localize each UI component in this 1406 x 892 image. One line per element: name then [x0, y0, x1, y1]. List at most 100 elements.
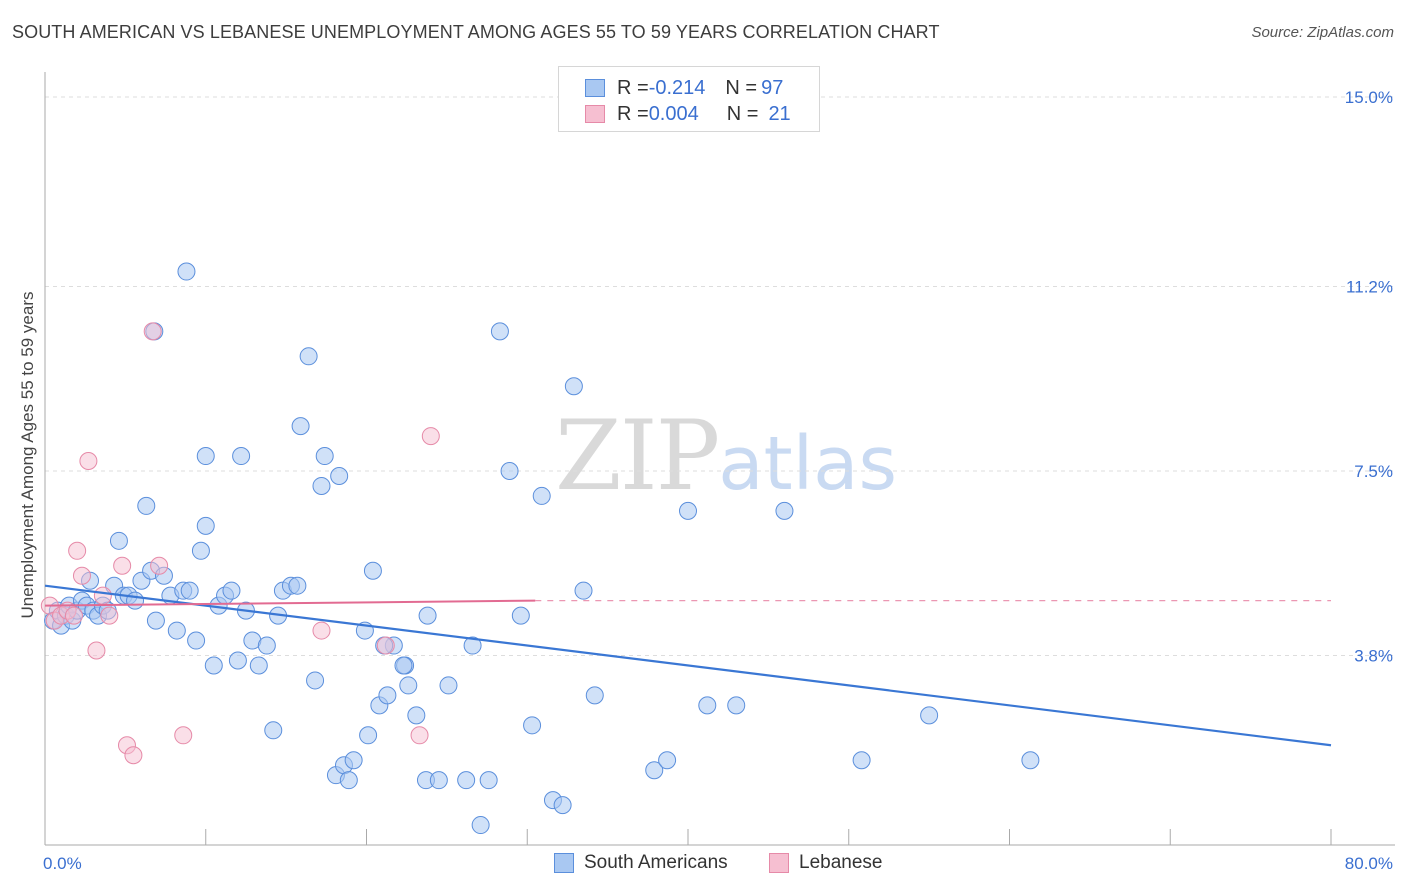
- data-point-south-americans: [698, 696, 717, 715]
- legend-r-value: 0.004: [648, 102, 699, 125]
- data-point-south-americans: [167, 621, 186, 640]
- data-point-south-americans: [1021, 751, 1040, 770]
- legend-row-south-americans: R = -0.214 N = 97: [585, 75, 783, 101]
- data-point-south-americans: [330, 466, 349, 485]
- data-point-south-americans: [137, 496, 156, 515]
- data-point-south-americans: [394, 656, 413, 675]
- data-point-south-americans: [315, 447, 334, 466]
- data-point-south-americans: [204, 656, 223, 675]
- data-point-south-americans: [511, 606, 530, 625]
- axes: [44, 72, 1395, 846]
- data-point-south-americans: [180, 581, 199, 600]
- legend-swatch-pink: [585, 105, 605, 123]
- legend-label-lebanese: Lebanese: [799, 852, 883, 873]
- data-point-lebanese: [143, 322, 162, 341]
- data-point-lebanese: [72, 566, 91, 585]
- data-point-south-americans: [191, 541, 210, 560]
- data-point-south-americans: [196, 516, 215, 535]
- legend-label-south-americans: South Americans: [584, 852, 728, 873]
- data-point-lebanese: [64, 606, 83, 625]
- watermark-atlas: atlas: [718, 421, 898, 507]
- data-point-south-americans: [775, 501, 794, 520]
- y-tick-label: 7.5%: [1354, 462, 1393, 481]
- chart-title: SOUTH AMERICAN VS LEBANESE UNEMPLOYMENT …: [12, 22, 940, 42]
- data-point-south-americans: [146, 611, 165, 630]
- data-point-south-americans: [679, 501, 697, 520]
- data-point-south-americans: [407, 706, 426, 725]
- data-point-south-americans: [264, 721, 283, 740]
- data-point-south-americans: [232, 447, 251, 466]
- data-point-south-americans: [463, 636, 482, 655]
- y-tick-label: 11.2%: [1346, 277, 1393, 296]
- legend-r-value: -0.214: [648, 76, 706, 99]
- y-tick-label: 15.0%: [1345, 88, 1393, 107]
- data-point-south-americans: [299, 347, 318, 366]
- data-point-south-americans: [177, 262, 196, 281]
- source-label: Source: ZipAtlas.com: [1251, 24, 1394, 41]
- watermark-zip: ZIP: [555, 400, 720, 512]
- data-point-lebanese: [100, 606, 119, 625]
- data-point-south-americans: [359, 726, 378, 745]
- data-point-south-americans: [564, 377, 583, 396]
- lebanese-points: [40, 322, 440, 765]
- data-point-south-americans: [339, 771, 358, 790]
- watermark: ZIPatlas: [555, 400, 897, 512]
- data-point-lebanese: [312, 621, 331, 640]
- correlation-legend: R = -0.214 N = 97 R = 0.004 N = 21: [558, 66, 820, 132]
- data-point-south-americans: [920, 706, 939, 725]
- trend-line-lebanese: [44, 599, 536, 607]
- x-tick-label: 80.0%: [1345, 854, 1393, 873]
- data-point-lebanese: [421, 427, 440, 446]
- data-point-south-americans: [471, 816, 490, 835]
- trend-lines: [44, 584, 1332, 747]
- legend-r-label: R =: [617, 102, 649, 125]
- data-point-south-americans: [249, 656, 268, 675]
- data-point-south-americans: [378, 686, 397, 705]
- data-point-south-americans: [288, 576, 307, 595]
- data-point-lebanese: [93, 586, 112, 605]
- data-point-south-americans: [500, 462, 519, 480]
- data-point-south-americans: [479, 771, 498, 790]
- grid-lines: [45, 96, 1395, 657]
- legend-swatch-blue: [585, 79, 605, 97]
- data-point-south-americans: [344, 751, 363, 770]
- data-point-lebanese: [68, 541, 87, 560]
- data-point-south-americans: [187, 631, 206, 650]
- data-point-south-americans: [257, 636, 276, 655]
- data-point-south-americans: [457, 771, 476, 790]
- data-point-lebanese: [174, 726, 193, 745]
- x-tick-label: 0.0%: [43, 854, 82, 873]
- data-point-south-americans: [291, 417, 310, 436]
- data-point-lebanese: [376, 636, 395, 655]
- data-point-south-americans: [585, 686, 604, 705]
- data-point-south-americans: [126, 591, 145, 610]
- data-point-lebanese: [87, 641, 106, 660]
- y-tick-label: 3.8%: [1354, 647, 1393, 666]
- data-point-south-americans: [490, 322, 509, 341]
- data-point-south-americans: [658, 751, 677, 770]
- data-point-lebanese: [79, 452, 98, 471]
- data-point-south-americans: [399, 676, 418, 695]
- legend-n-label: N =: [725, 76, 758, 99]
- legend-r-label: R =: [617, 76, 649, 99]
- data-point-south-americans: [363, 561, 382, 580]
- south-americans-points: [44, 262, 1040, 835]
- legend-n-value: 21: [768, 102, 791, 125]
- tick-labels: 3.8% 7.5% 11.2% 15.0% 0.0% 80.0%: [43, 88, 1393, 873]
- data-point-south-americans: [532, 486, 551, 505]
- data-point-lebanese: [150, 556, 169, 575]
- legend-item-south-americans: South Americans: [554, 852, 728, 874]
- trend-line-south-americans: [44, 584, 1332, 747]
- data-point-south-americans: [306, 671, 325, 690]
- data-point-south-americans: [429, 771, 448, 790]
- data-point-lebanese: [124, 746, 143, 765]
- legend-n-label: N =: [726, 102, 759, 125]
- data-point-south-americans: [228, 651, 247, 670]
- legend-n-value: 97: [761, 76, 784, 99]
- data-point-south-americans: [109, 531, 128, 550]
- data-point-south-americans: [439, 676, 458, 695]
- data-point-south-americans: [852, 751, 871, 770]
- legend-swatch-pink: [769, 853, 789, 873]
- data-point-south-americans: [523, 716, 542, 735]
